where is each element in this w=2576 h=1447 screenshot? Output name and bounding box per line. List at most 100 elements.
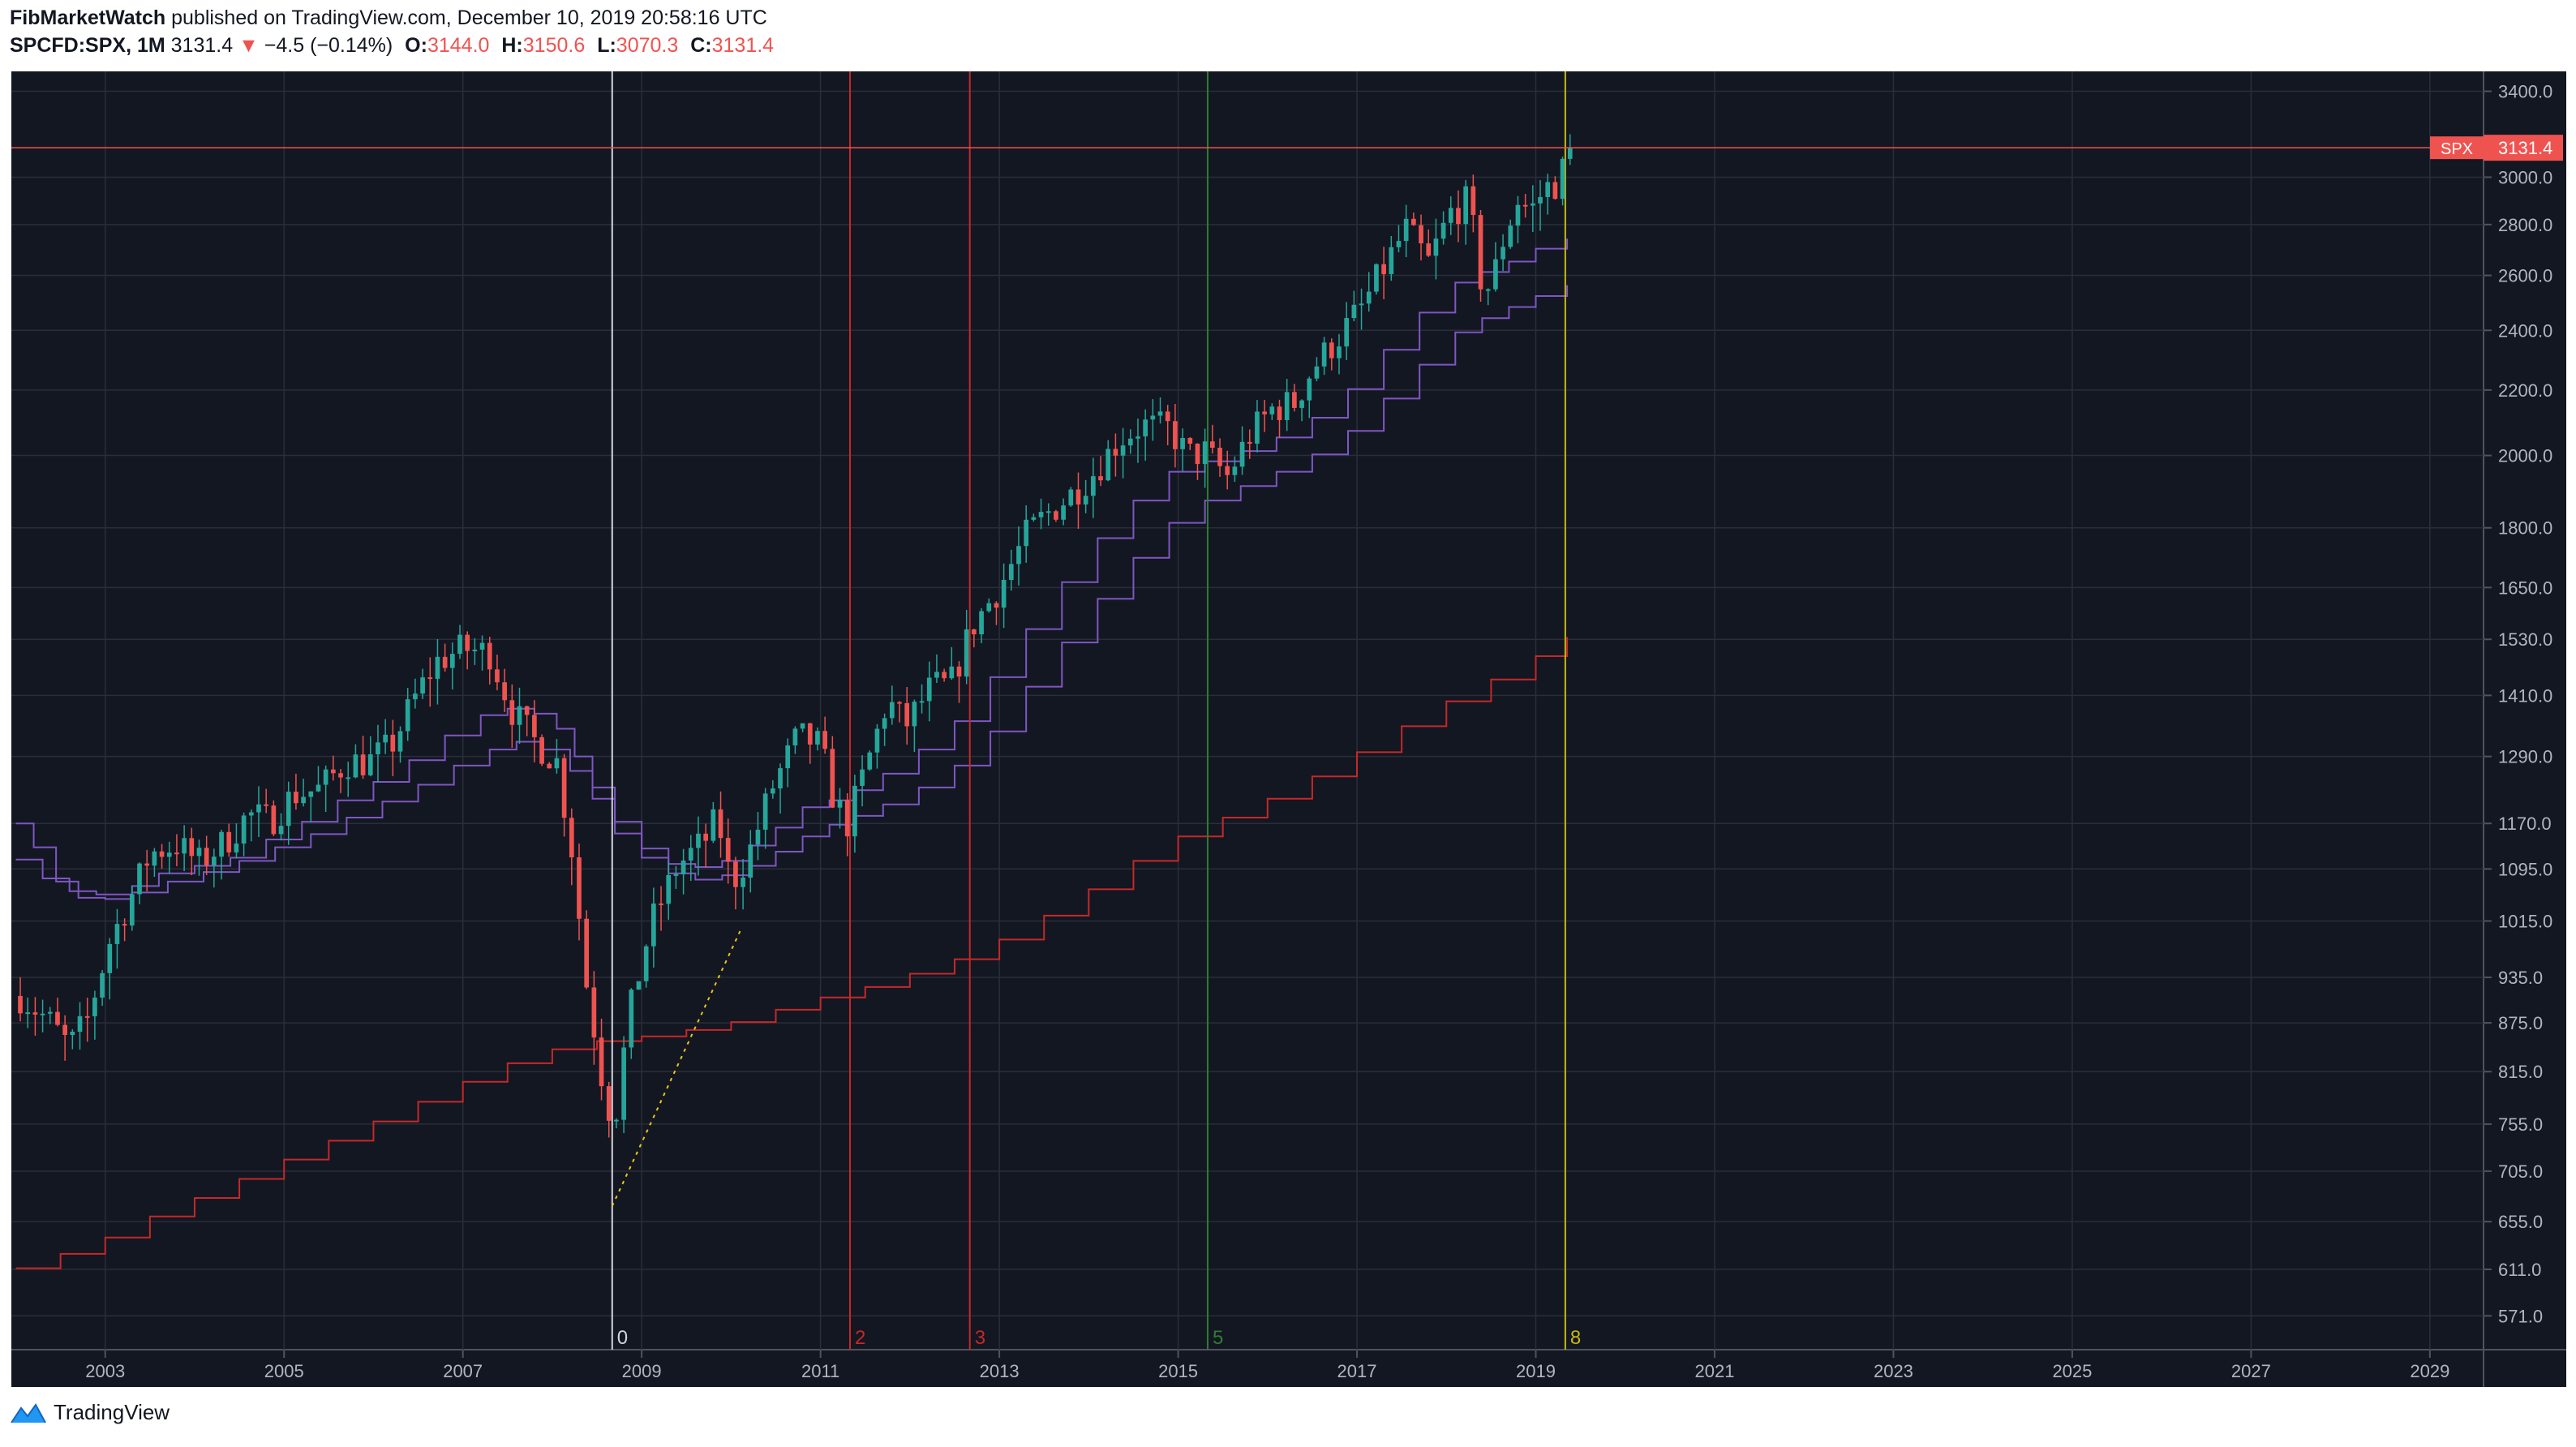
candle bbox=[1277, 399, 1282, 438]
candle bbox=[174, 834, 179, 866]
candle-body bbox=[926, 677, 932, 702]
candle bbox=[1232, 456, 1238, 483]
candle-body bbox=[725, 838, 731, 862]
symbol-name[interactable]: SPCFD:SPX, 1M bbox=[10, 34, 165, 57]
candle bbox=[830, 736, 835, 809]
y-tick-label: 1095.0 bbox=[2498, 859, 2552, 879]
candle-body bbox=[994, 603, 999, 608]
candle-body bbox=[264, 804, 269, 806]
x-tick-label: 2019 bbox=[1516, 1361, 1556, 1381]
candle bbox=[629, 988, 634, 1059]
price-chart[interactable]: 571.0 611.0 655.0 705.0 755.0 815.0 875.0 935.0… bbox=[0, 68, 2576, 1389]
candle bbox=[1448, 196, 1453, 235]
candle-body bbox=[629, 990, 634, 1048]
candle-body bbox=[1530, 203, 1535, 206]
x-tick-label: 2009 bbox=[622, 1361, 662, 1381]
candle bbox=[1054, 509, 1058, 522]
candle-body bbox=[234, 843, 239, 852]
candle bbox=[852, 775, 857, 853]
candle-body bbox=[673, 874, 679, 876]
candle bbox=[1470, 174, 1476, 233]
candle-body bbox=[1136, 436, 1140, 439]
candle bbox=[792, 726, 798, 754]
y-tick-label: 1015.0 bbox=[2498, 912, 2552, 932]
y-tick-label: 2600.0 bbox=[2498, 266, 2552, 286]
tradingview-branding[interactable]: TradingView bbox=[10, 1400, 170, 1425]
candle bbox=[807, 723, 813, 764]
candle-body bbox=[1344, 318, 1350, 347]
candle-body bbox=[92, 997, 97, 1017]
candle-body bbox=[1478, 215, 1483, 290]
candle bbox=[18, 977, 23, 1022]
candle-body bbox=[1307, 378, 1312, 401]
y-tick-label: 1290.0 bbox=[2498, 747, 2552, 767]
candle bbox=[25, 997, 31, 1028]
candle bbox=[1381, 247, 1386, 299]
candle-body bbox=[1195, 444, 1200, 465]
candle bbox=[1321, 337, 1327, 376]
candle bbox=[502, 668, 507, 712]
candle bbox=[1411, 213, 1416, 226]
candle-body bbox=[1366, 291, 1372, 304]
candle bbox=[107, 938, 113, 1000]
candle-body bbox=[762, 793, 768, 830]
candle bbox=[1515, 195, 1521, 243]
candle-body bbox=[1396, 241, 1402, 247]
candle bbox=[1187, 436, 1193, 450]
candle-body bbox=[1552, 182, 1558, 200]
candle-body bbox=[137, 863, 142, 895]
candle-body bbox=[852, 785, 857, 837]
candle bbox=[926, 661, 932, 722]
candle bbox=[904, 687, 910, 745]
x-tick-label: 2013 bbox=[980, 1361, 1020, 1381]
candle bbox=[1485, 288, 1491, 306]
candle bbox=[1440, 211, 1446, 245]
candle bbox=[1255, 400, 1260, 453]
candle-body bbox=[196, 848, 202, 857]
candle bbox=[360, 736, 366, 779]
candle-body bbox=[1232, 466, 1238, 475]
candle-body bbox=[129, 894, 135, 926]
candle-body bbox=[1187, 437, 1193, 444]
candle-body bbox=[152, 851, 157, 866]
candle bbox=[196, 839, 202, 876]
trendline[interactable] bbox=[611, 930, 741, 1207]
candle-body bbox=[1113, 449, 1118, 456]
candle bbox=[860, 755, 865, 807]
candle bbox=[248, 809, 254, 842]
candle bbox=[741, 859, 745, 910]
candle bbox=[725, 818, 731, 884]
candle bbox=[427, 657, 433, 707]
candle bbox=[1396, 225, 1402, 253]
candle bbox=[166, 841, 172, 874]
candle-body bbox=[1463, 186, 1469, 225]
candle-body bbox=[1545, 182, 1551, 197]
candle bbox=[762, 788, 768, 849]
candle-body bbox=[1106, 449, 1111, 481]
x-tick-label: 2003 bbox=[85, 1361, 125, 1381]
high-label: H: bbox=[501, 34, 523, 57]
x-tick-label: 2011 bbox=[801, 1361, 839, 1381]
candle-body bbox=[547, 763, 552, 769]
candle-body bbox=[40, 1013, 45, 1015]
candle bbox=[815, 727, 820, 751]
candle bbox=[1173, 404, 1178, 468]
candle bbox=[234, 823, 239, 859]
candle-body bbox=[972, 629, 977, 635]
candle-body bbox=[1262, 411, 1267, 414]
candle-body bbox=[1083, 496, 1088, 505]
author-name[interactable]: FibMarketWatch bbox=[10, 6, 166, 29]
candle bbox=[748, 830, 753, 893]
candle-body bbox=[643, 946, 649, 981]
candle bbox=[785, 738, 791, 788]
candle bbox=[1143, 409, 1148, 461]
candle-body bbox=[338, 773, 343, 778]
candle bbox=[569, 808, 574, 886]
candle-body bbox=[1426, 243, 1432, 256]
x-axis: 2003 2005 2007 2009 2011 2013 2015 2017 2019 2021… bbox=[85, 71, 2449, 1381]
candle-body bbox=[807, 723, 813, 745]
open-label: O: bbox=[405, 34, 427, 57]
candle-body bbox=[867, 752, 873, 770]
candle bbox=[822, 716, 827, 754]
x-tick-label: 2005 bbox=[264, 1361, 304, 1381]
